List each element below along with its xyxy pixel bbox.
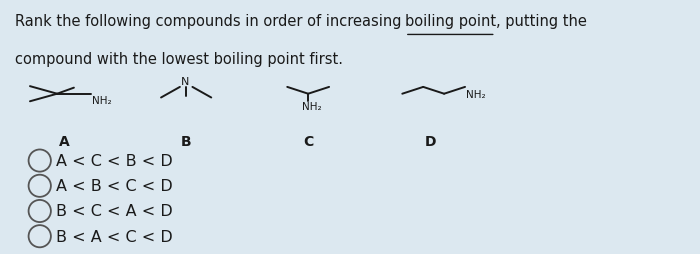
Text: N: N — [181, 77, 189, 87]
Text: NH₂: NH₂ — [466, 89, 486, 99]
Text: A: A — [59, 135, 69, 149]
Text: compound with the lowest boiling point first.: compound with the lowest boiling point f… — [15, 52, 343, 67]
Text: Rank the following compounds in order of increasing: Rank the following compounds in order of… — [15, 14, 407, 29]
Text: B: B — [181, 135, 192, 149]
Text: boiling point: boiling point — [405, 14, 496, 29]
Text: B < A < C < D: B < A < C < D — [56, 229, 172, 244]
Text: C: C — [303, 135, 314, 149]
Text: NH₂: NH₂ — [92, 96, 111, 105]
Text: NH₂: NH₂ — [302, 102, 321, 112]
Text: B < C < A < D: B < C < A < D — [56, 204, 172, 219]
Text: A < B < C < D: A < B < C < D — [56, 179, 172, 194]
Text: , putting the: , putting the — [496, 14, 587, 29]
Text: A < C < B < D: A < C < B < D — [56, 153, 172, 168]
Text: D: D — [424, 135, 436, 149]
